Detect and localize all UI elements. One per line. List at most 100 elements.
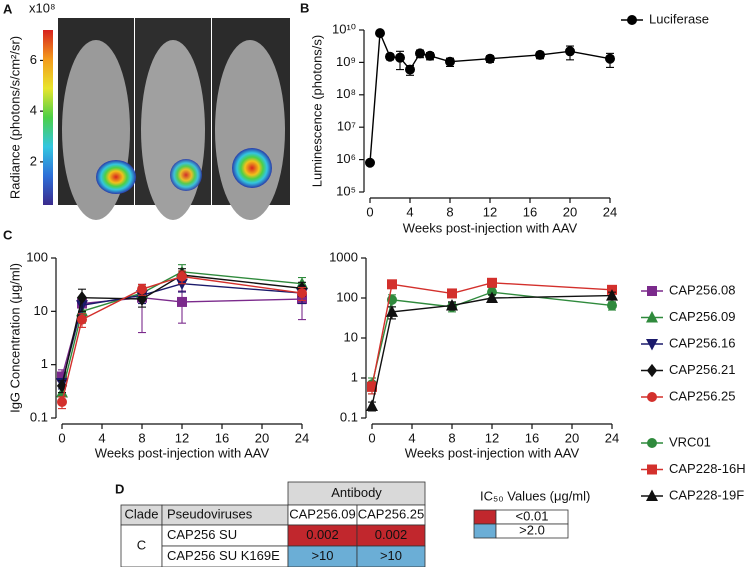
x-tick-label: 20 [255,430,269,445]
colorbar-tick-label: 6 [30,52,37,67]
legend-label: CAP256.16 [669,335,736,350]
legend-label: >2.0 [519,522,545,537]
mouse [141,40,205,220]
legend-marker [647,392,657,402]
mouse-images [58,18,290,220]
marker [387,279,397,290]
x-tick-label: 16 [523,204,537,219]
marker [375,28,385,39]
pseudovirus: CAP256 SU K169E [167,548,280,563]
x-tick-label: 12 [485,430,499,445]
x-tick-label: 12 [483,204,497,219]
marker [485,291,499,303]
marker [177,271,187,282]
x-tick-label: 8 [448,430,455,445]
marker [425,50,435,61]
x-tick-label: 0 [366,204,373,219]
legend-label: VRC01 [669,434,711,449]
legend-marker [647,286,657,296]
legend-label: CAP256.09 [669,309,736,324]
y-tick-label: 1 [41,356,48,371]
ic50-value: 0.002 [306,527,339,542]
panel-label: B [300,0,309,15]
marker [395,52,405,63]
marker [385,51,395,62]
y-tick-label: 100 [336,289,358,304]
y-tick-label: 10¹⁰ [332,21,356,36]
x-tick-label: 20 [563,204,577,219]
legend-swatch [473,523,497,539]
signal [232,148,272,188]
y-tick-label: 10 [34,303,48,318]
x-tick-label: 8 [138,430,145,445]
marker [365,157,375,168]
series-line [371,291,613,385]
legend-marker [647,464,657,475]
y-tick-label: 10⁹ [336,54,356,69]
marker [565,46,575,57]
legend-marker [645,339,659,351]
clade: C [137,537,146,552]
x-tick-label: 16 [215,430,229,445]
legend-label: CAP228-16H [669,461,745,476]
marker [605,289,619,301]
colorbar-tick-label: 2 [30,153,37,168]
marker [607,300,617,311]
y-tick-label: 10 [344,329,358,344]
x-axis-label: Weeks post-injection with AAV [95,445,270,460]
legend-marker [645,489,659,501]
x-tick-label: 0 [368,430,375,445]
x-tick-label: 24 [603,204,617,219]
y-axis-label: IgG Concentration (μg/ml) [7,263,22,413]
x-axis-label: Weeks post-injection with AAV [405,445,580,460]
y-tick-label: 100 [26,249,48,264]
y-tick-label: 10⁸ [336,86,356,101]
x-tick-label: 24 [605,430,619,445]
pseudovirus: CAP256 SU [167,527,237,542]
legend-title: IC₅₀ Values (μg/ml) [480,488,590,503]
y-tick-label: 1000 [329,249,358,264]
legend-label: CAP228-19F [669,487,744,502]
legend-label: CAP256.21 [669,362,736,377]
marker [445,299,459,311]
ic50-value: >10 [311,548,333,563]
column-header: Pseudoviruses [167,506,253,521]
legend-marker [645,311,659,323]
x-tick-label: 4 [408,430,415,445]
legend-box [495,523,569,539]
x-axis-label: Weeks post-injection with AAV [403,220,578,235]
marker [137,284,147,295]
colorbar [43,30,53,205]
marker [136,292,148,306]
table-cell [356,545,426,567]
marker [447,288,457,299]
y-tick-label: 10⁵ [336,183,356,198]
legend-marker [627,15,637,25]
ic50-value: >10 [380,548,402,563]
x-tick-label: 4 [406,204,413,219]
marker [385,305,399,317]
panel-label: C [3,227,13,242]
legend-swatch [473,509,497,525]
legend-marker [646,363,658,378]
y-tick-label: 10⁶ [336,151,356,166]
x-tick-label: 16 [525,430,539,445]
ic50-value: 0.002 [375,527,408,542]
y-tick-label: 0.1 [340,409,358,424]
colorbar-multiplier: x10⁸ [29,0,55,15]
table-cell [120,524,163,567]
marker [605,53,615,64]
marker [57,396,67,407]
legend-label: CAP256.08 [669,282,736,297]
marker [76,291,88,305]
group-header: Antibody [331,485,382,500]
legend-label: CAP256.25 [669,388,736,403]
y-axis-label: Luminescence (photons/s) [309,35,324,187]
y-tick-label: 10⁷ [337,119,356,134]
legend-label: Luciferase [649,11,709,26]
legend-label: <0.01 [516,508,549,523]
marker [485,53,495,64]
marker [535,49,545,60]
column-header: CAP256.25 [358,506,425,521]
colorbar-tick-label: 4 [30,103,37,118]
